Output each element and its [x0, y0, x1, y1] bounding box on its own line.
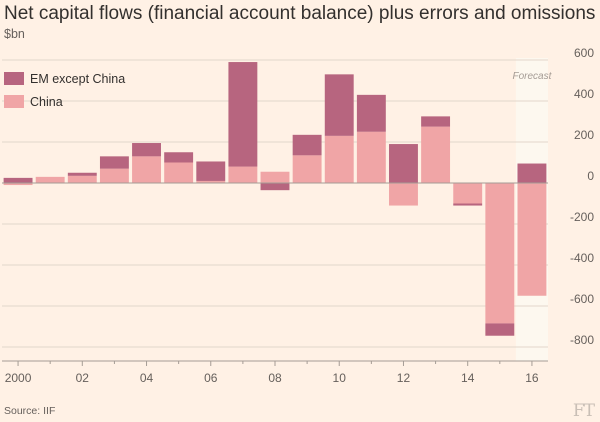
bar-em-except-china	[260, 183, 290, 191]
y-tick-label: -400	[570, 251, 594, 265]
bar-em-except-china	[517, 163, 547, 183]
bar-china	[324, 135, 354, 183]
bar-china	[164, 162, 194, 183]
bar-em-except-china	[67, 172, 97, 176]
y-tick-label: 600	[574, 46, 594, 60]
bar-china	[485, 183, 515, 324]
bar-em-except-china	[389, 144, 418, 183]
bar-china	[196, 180, 226, 183]
bar-china	[132, 156, 161, 183]
bar-china	[389, 183, 418, 206]
x-tick-label: 08	[268, 371, 282, 385]
legend-swatch	[4, 72, 24, 85]
y-tick-label: 0	[587, 169, 594, 183]
y-tick-label: -200	[570, 210, 594, 224]
bar-em-except-china	[164, 152, 194, 163]
bar-em-except-china	[228, 62, 258, 167]
x-tick-labels: 2000 02 04 06 08 10 12 14 16	[2, 360, 548, 385]
x-tick-label: 2000	[5, 371, 32, 385]
legend-label: EM except China	[30, 72, 125, 86]
bar-em-except-china	[421, 116, 451, 127]
bar-em-except-china	[324, 74, 354, 136]
legend: EM except China China	[4, 72, 125, 109]
x-tick-label: 14	[461, 371, 475, 385]
y-tick-label: -600	[570, 292, 594, 306]
bar-china	[356, 131, 386, 183]
legend-label: China	[30, 95, 63, 109]
bar-em-except-china	[99, 156, 129, 169]
grid-layer	[2, 59, 548, 348]
y-tick-label: -800	[570, 333, 594, 347]
bar-em-except-china	[485, 323, 515, 336]
x-tick-label: 02	[76, 371, 90, 385]
bar-china	[517, 183, 547, 296]
bar-china	[67, 175, 97, 183]
bar-em-except-china	[453, 203, 483, 206]
x-tick-label: 04	[140, 371, 154, 385]
bar-em-except-china	[196, 161, 226, 181]
y-unit-label: $bn	[4, 27, 25, 41]
bar-china	[35, 176, 65, 183]
source-note: Source: IIF	[4, 405, 56, 417]
x-tick-label: 10	[333, 371, 347, 385]
legend-swatch	[4, 95, 24, 108]
x-tick-label: 12	[397, 371, 411, 385]
forecast-label: Forecast	[512, 71, 552, 82]
bar-china	[421, 126, 451, 183]
bar-china	[3, 183, 33, 186]
x-tick-label: 06	[204, 371, 218, 385]
bar-em-except-china	[132, 143, 161, 157]
bar-china	[228, 166, 258, 183]
ft-logo: FT	[572, 401, 595, 421]
chart-title: Net capital flows (financial account bal…	[4, 3, 596, 24]
bar-china	[292, 155, 322, 183]
bar-china	[99, 168, 129, 183]
y-tick-labels: 600 400 200 0 -200 -400 -600 -800	[570, 46, 594, 347]
x-tick-label: 16	[525, 371, 539, 385]
y-tick-label: 200	[574, 128, 594, 142]
y-tick-label: 400	[574, 87, 594, 101]
bars-layer	[3, 62, 547, 336]
bar-em-except-china	[3, 177, 33, 183]
bar-china	[453, 183, 483, 204]
bar-china	[260, 171, 290, 183]
bar-em-except-china	[356, 94, 386, 132]
bar-em-except-china	[292, 134, 322, 156]
